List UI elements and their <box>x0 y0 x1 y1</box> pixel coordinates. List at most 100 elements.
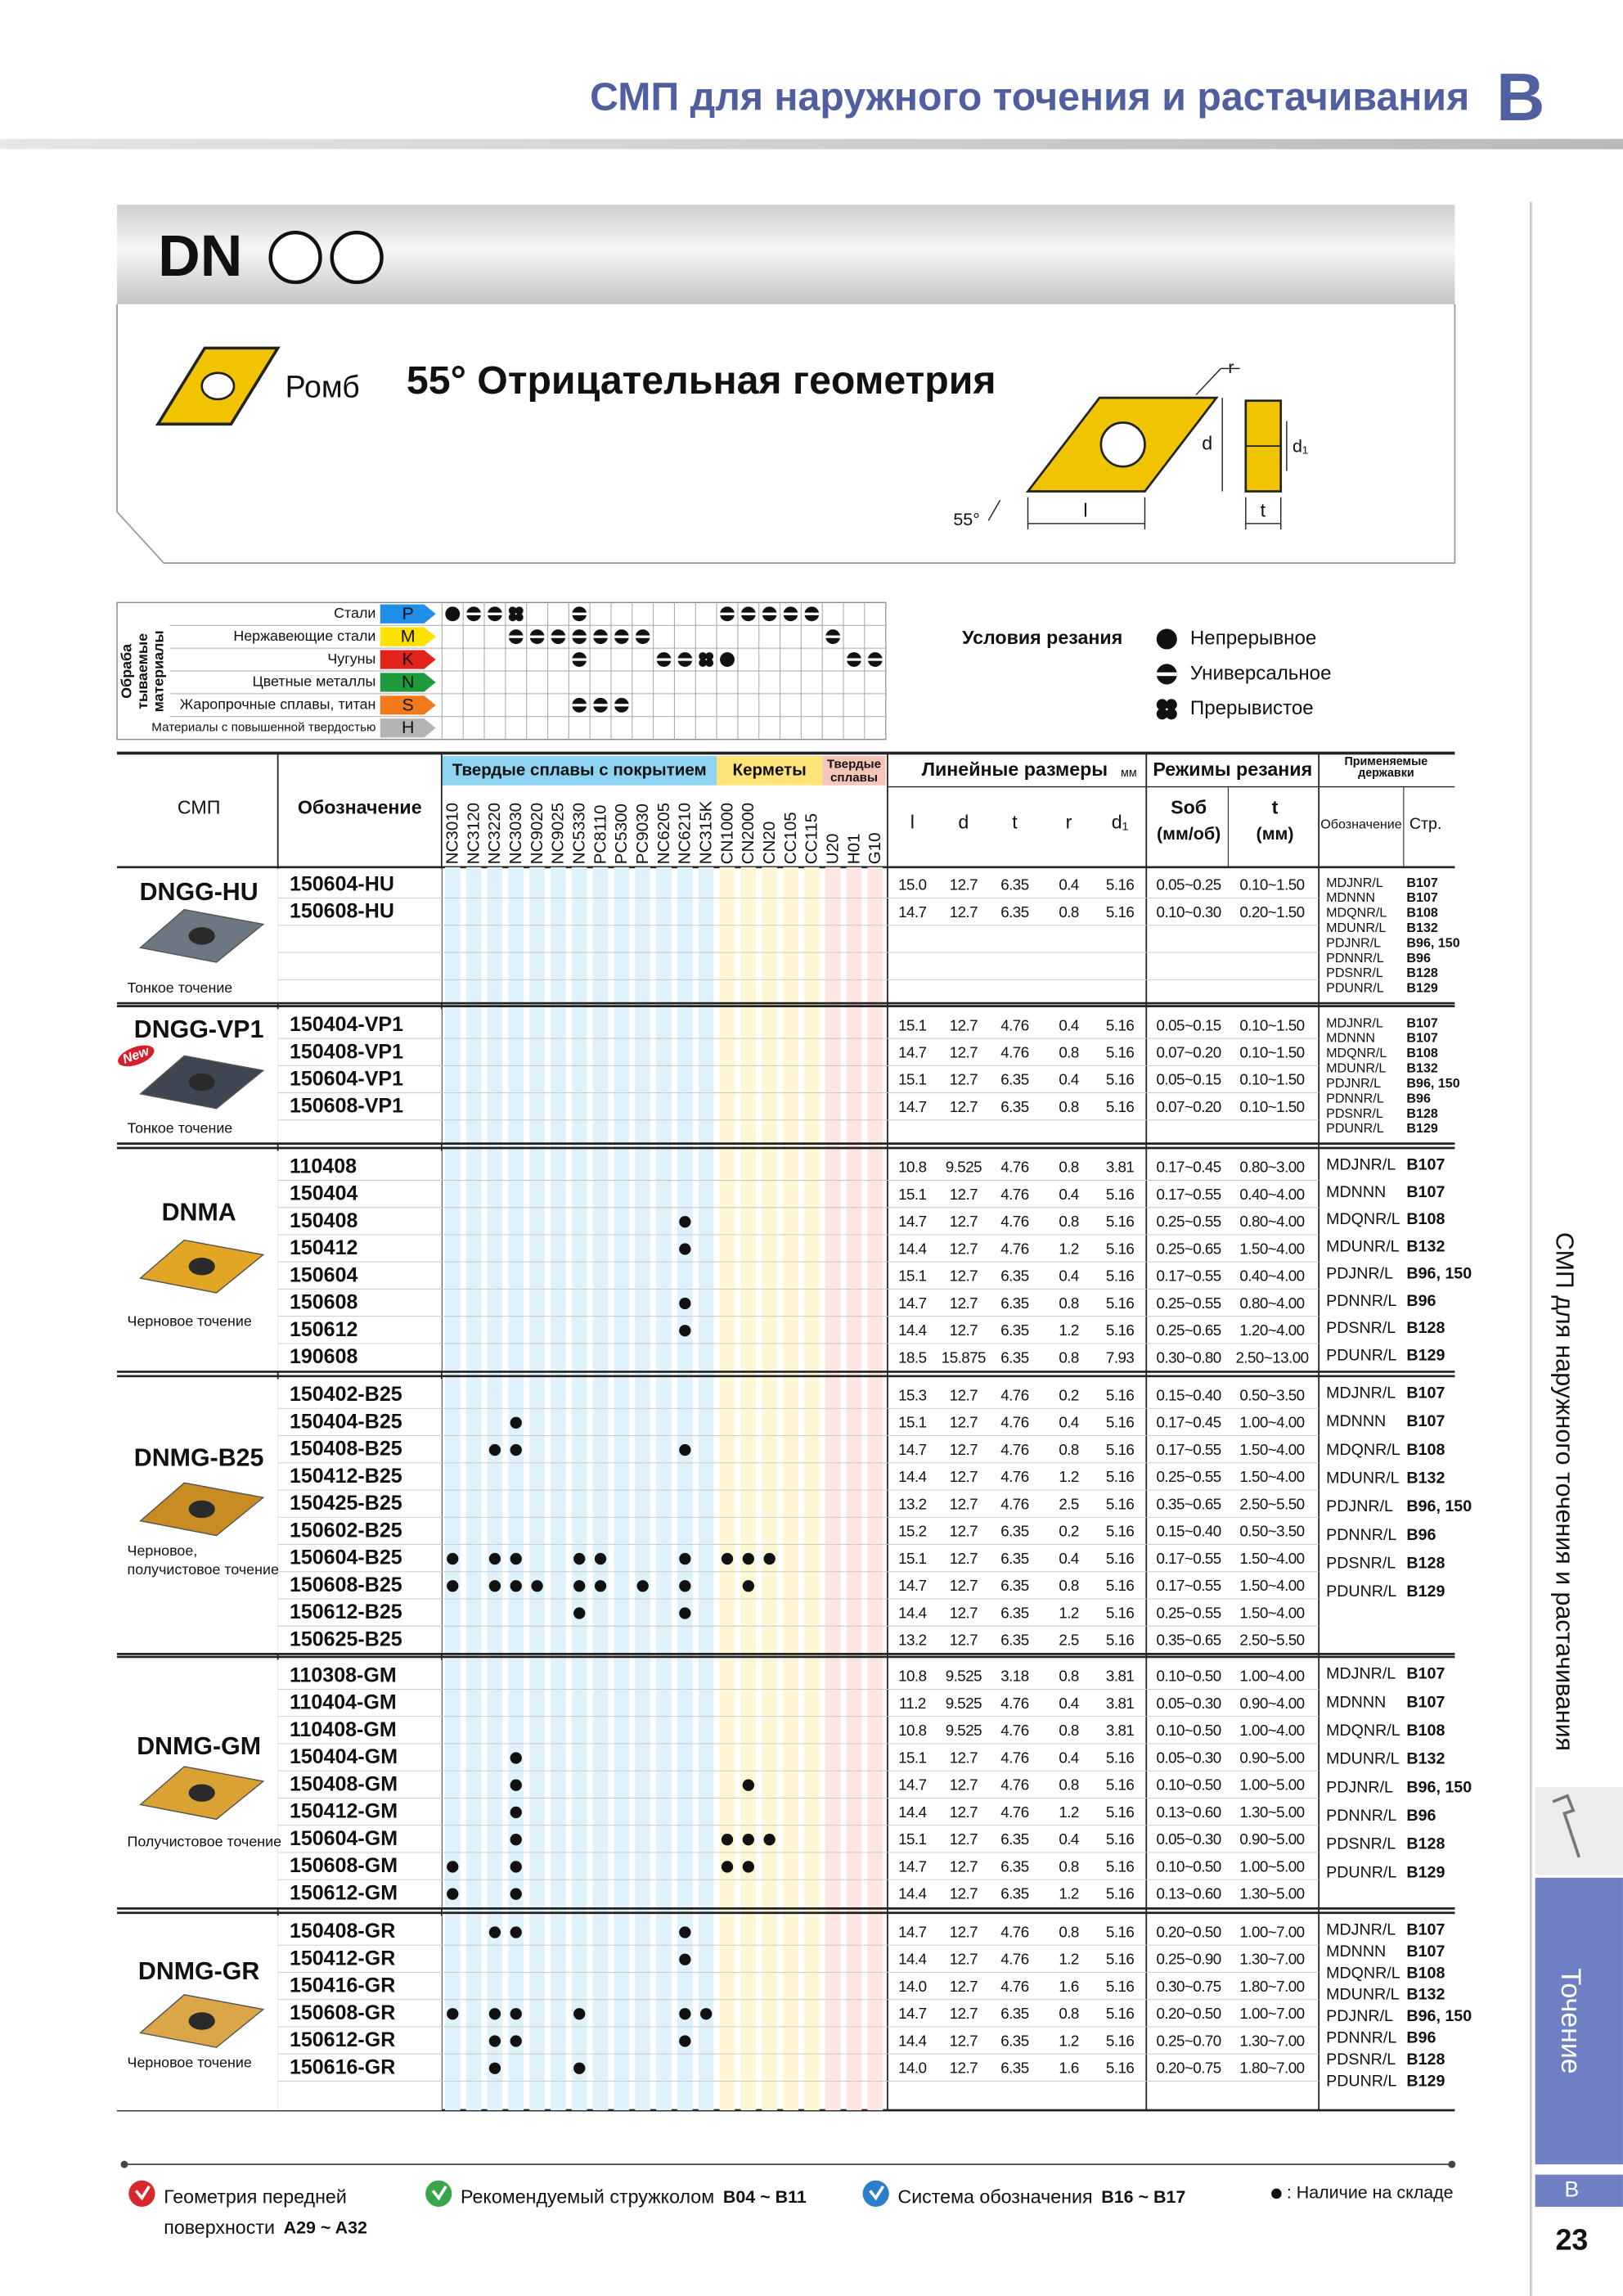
dimension: 12.7 <box>950 1186 978 1203</box>
dimension: 4.76 <box>1000 1776 1028 1794</box>
holder-name: PDJNR/L <box>1326 2007 1393 2025</box>
stock-dot <box>510 1806 522 1819</box>
dimension: 15.0 <box>898 876 926 894</box>
stock-dot <box>594 1580 607 1592</box>
holder-name: MDNNN <box>1326 1412 1386 1430</box>
dimension: 14.4 <box>898 1321 926 1339</box>
material-mark <box>705 659 714 667</box>
dimension: 5.16 <box>1106 2032 1134 2049</box>
holder-page: B128 <box>1406 1319 1445 1337</box>
grade-stripe <box>444 867 461 2111</box>
holder-page: B107 <box>1406 1920 1445 1938</box>
dimension: 11.2 <box>899 1695 926 1712</box>
holder-page: B107 <box>1406 1943 1445 1961</box>
material-badge <box>380 627 436 646</box>
holder-name: MDJNR/L <box>1326 1384 1396 1402</box>
grade-name: NC9025 <box>549 803 568 864</box>
holder-name: MDNNN <box>1326 1183 1386 1201</box>
holder-name: PDUNR/L <box>1326 2073 1396 2091</box>
dimension: 2.50~5.50 <box>1239 1632 1304 1649</box>
holder-page: B96 <box>1406 2029 1436 2047</box>
material-mark-band <box>466 612 482 615</box>
stock-dot <box>510 1834 522 1846</box>
insert-diagram-hole <box>1099 421 1146 468</box>
grade-stripe <box>571 867 587 2111</box>
stock-dot <box>447 1861 459 1873</box>
grade-name: PC5300 <box>612 804 631 864</box>
stock-dot <box>679 1552 691 1565</box>
dimension: 0.30~0.75 <box>1157 1978 1221 1995</box>
conditions-icon-band <box>1156 672 1177 677</box>
insert-code: 150404-GM <box>290 1745 398 1768</box>
head: r <box>1066 811 1072 832</box>
dimension: 4.76 <box>1000 1213 1028 1230</box>
dimension: 0.8 <box>1059 1776 1079 1794</box>
dimension: 1.2 <box>1059 1604 1079 1621</box>
dimension: 1.2 <box>1059 2032 1079 2049</box>
dimension: 12.7 <box>950 1604 978 1621</box>
dimension: 1.80~7.00 <box>1239 1978 1304 1995</box>
shape-box <box>116 304 1456 564</box>
grade-stripe <box>529 867 545 2111</box>
dimension: 0.17~0.55 <box>1157 1550 1221 1567</box>
grade-stripe <box>867 867 883 2111</box>
stock-dot <box>679 1243 691 1255</box>
stock-dot <box>510 1779 522 1791</box>
dimension: 12.7 <box>950 1240 978 1257</box>
holder-page: B107 <box>1406 1665 1445 1683</box>
dimension: 4.76 <box>1000 1803 1028 1821</box>
dimension: 4.76 <box>1000 1722 1028 1739</box>
insert-code: 150412-GR <box>290 1947 395 1970</box>
material-mark <box>705 652 714 660</box>
footer-rule-end <box>1448 2160 1456 2168</box>
dimension: 9.525 <box>946 1159 982 1176</box>
group-code-bg <box>277 1009 442 1144</box>
material-mark-band <box>572 635 587 638</box>
dimension: 1.30~5.00 <box>1239 1803 1304 1821</box>
head: державки <box>1358 767 1414 780</box>
head: d₁ <box>1112 811 1129 832</box>
insert-picture-hole <box>188 927 215 945</box>
insert-caption: Тонкое точение <box>128 1119 233 1136</box>
dimension: 1.00~5.00 <box>1239 1857 1304 1875</box>
material-badge <box>380 673 436 692</box>
holder-page: B96, 150 <box>1406 1497 1472 1515</box>
dimension: 0.25~0.55 <box>1157 1604 1221 1621</box>
dimension: 5.16 <box>1106 1043 1134 1060</box>
dimension: 12.7 <box>950 1885 978 1902</box>
dimension: 2.5 <box>1059 1632 1079 1649</box>
dimension: 1.50~4.00 <box>1239 1604 1304 1621</box>
dimension: 0.8 <box>1059 1348 1079 1366</box>
insert-code: 150625-B25 <box>290 1627 402 1650</box>
holder-page: B96, 150 <box>1406 1778 1472 1796</box>
dimension: 0.8 <box>1059 1441 1079 1458</box>
dimension: 15.1 <box>898 1071 926 1088</box>
insert-code: 150612-GR <box>290 2028 395 2051</box>
dimension: 10.8 <box>898 1668 926 1685</box>
holder-name: PDSNR/L <box>1326 1554 1396 1572</box>
banner-code: DN <box>158 223 242 289</box>
holder-page: B107 <box>1406 1031 1437 1046</box>
head: Обозначение <box>1320 817 1401 831</box>
holder-name: PDNNR/L <box>1326 2029 1396 2047</box>
dimension: 12.7 <box>950 1267 978 1285</box>
material-mark-band <box>572 704 587 707</box>
dimension: 5.16 <box>1106 1414 1134 1431</box>
dimension: 12.7 <box>950 1441 978 1458</box>
dimension: 1.20~4.00 <box>1239 1321 1304 1339</box>
dimension: 15.1 <box>898 1186 926 1203</box>
dimension: 0.05~0.15 <box>1157 1071 1221 1088</box>
dimension: 1.2 <box>1059 1803 1079 1821</box>
holder-page: B132 <box>1406 921 1437 935</box>
material-badge <box>380 650 436 669</box>
material-mark <box>508 606 517 615</box>
stock-dot <box>679 1443 691 1456</box>
grade-name: NC3030 <box>506 803 525 864</box>
stock-dot <box>679 1297 691 1310</box>
footer-note: Рекомендуемый стружколом <box>461 2186 714 2207</box>
dim-label: t <box>1261 500 1266 521</box>
dimension: 10.8 <box>898 1159 926 1176</box>
insert-code: 150604-VP1 <box>290 1068 403 1091</box>
dimension: 13.2 <box>898 1495 926 1512</box>
insert-code: 150612-B25 <box>290 1600 402 1623</box>
